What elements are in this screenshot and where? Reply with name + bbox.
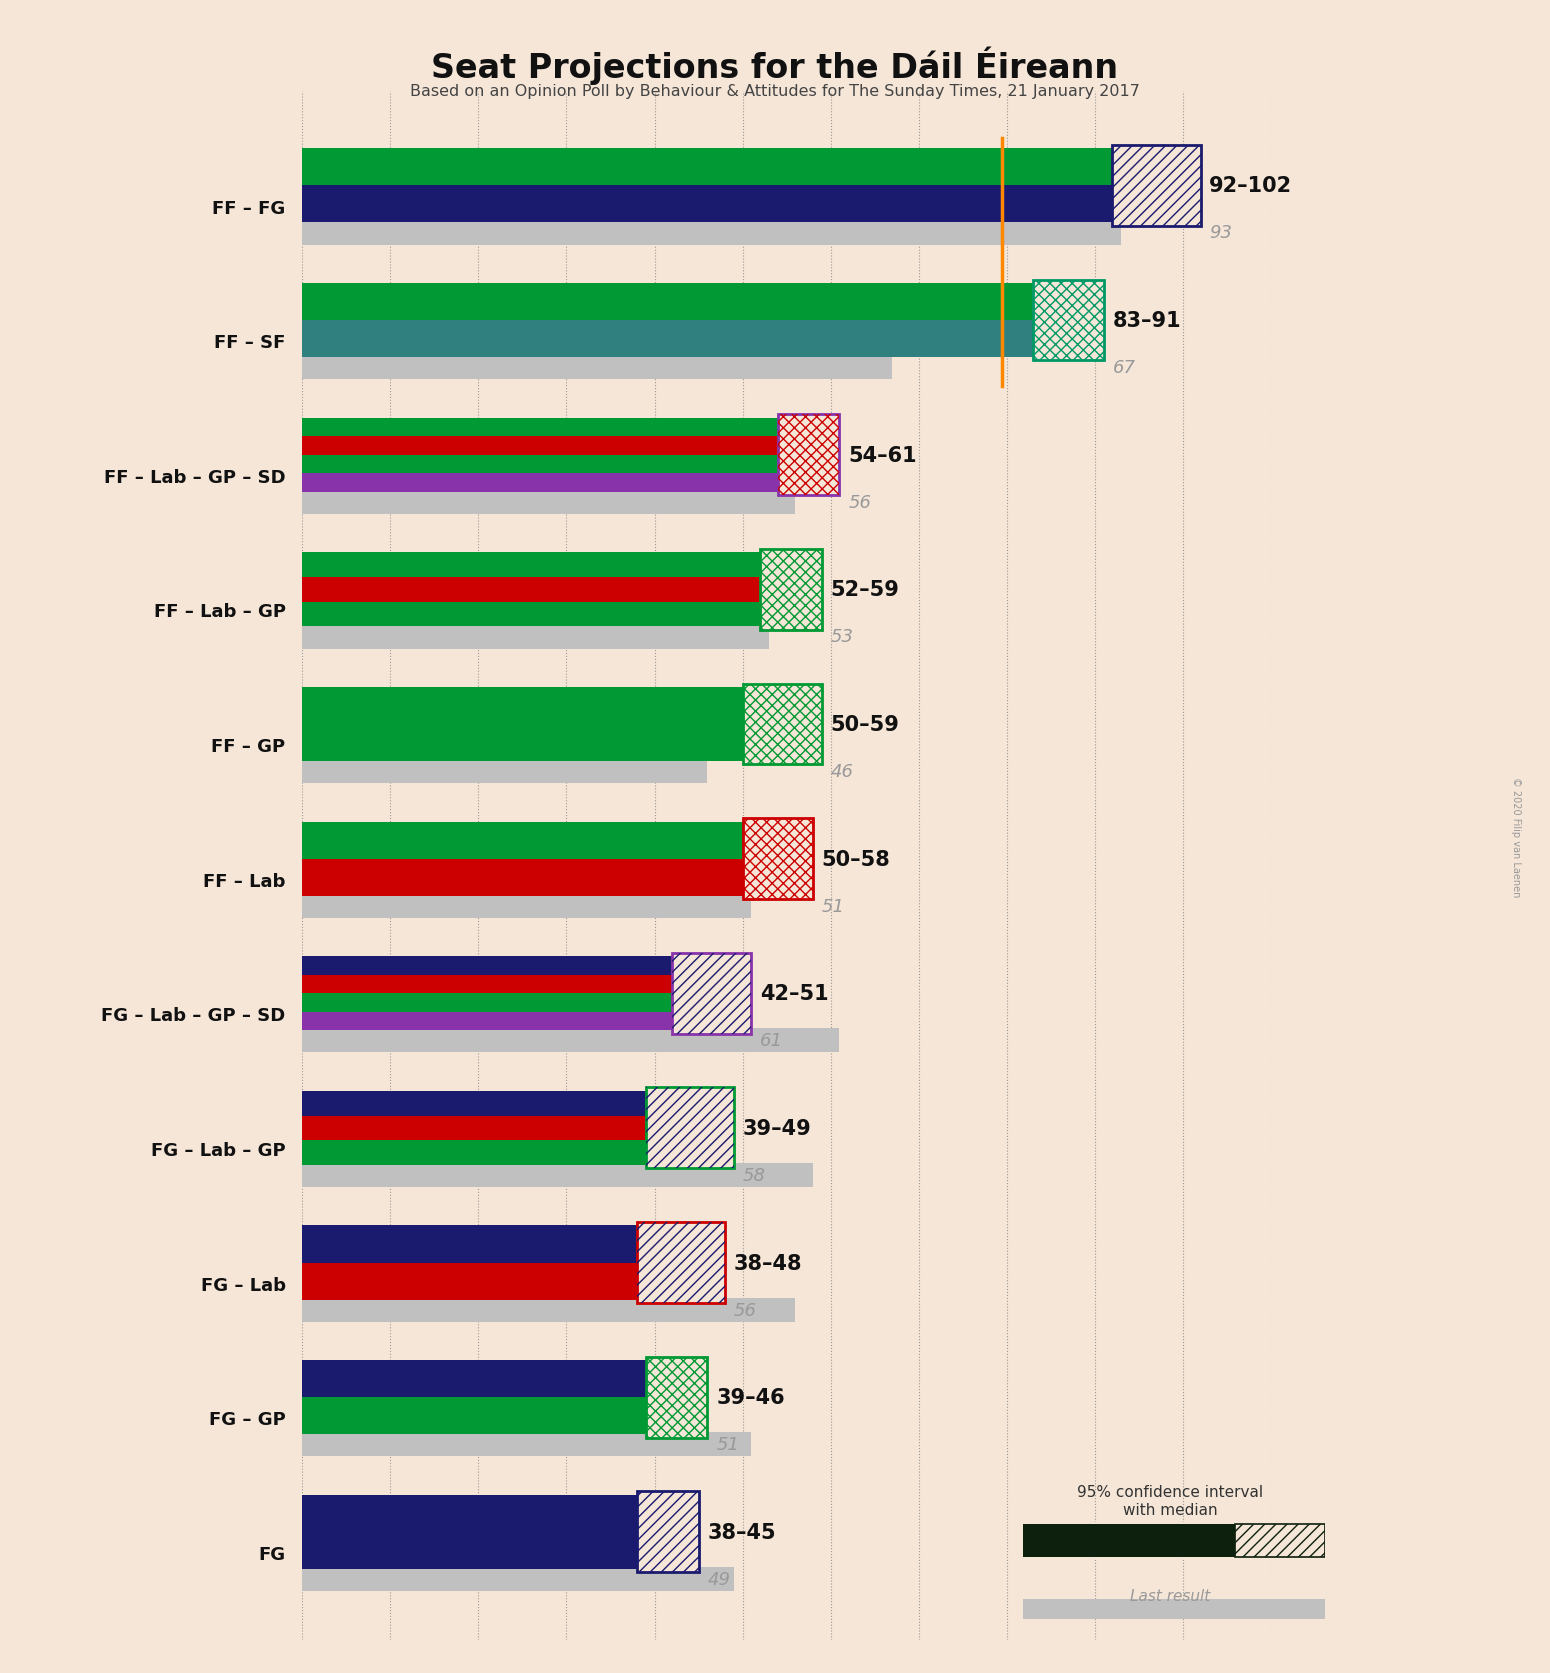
Bar xyxy=(302,1029,840,1052)
Text: 53: 53 xyxy=(831,627,854,646)
Bar xyxy=(302,1496,637,1569)
Bar xyxy=(778,415,840,495)
Bar xyxy=(302,760,707,783)
Bar xyxy=(742,818,814,900)
Bar xyxy=(637,1492,699,1573)
Bar xyxy=(302,221,1121,246)
Text: 50–59: 50–59 xyxy=(831,714,899,734)
Bar xyxy=(1034,281,1104,361)
Text: 95% confidence interval
with median: 95% confidence interval with median xyxy=(1077,1484,1263,1517)
Text: Last result: Last result xyxy=(1130,1589,1211,1603)
Text: 56: 56 xyxy=(733,1302,756,1318)
Bar xyxy=(637,1492,699,1573)
Text: 51: 51 xyxy=(822,897,845,915)
Bar xyxy=(302,626,769,649)
Bar xyxy=(302,284,1034,321)
Text: 56: 56 xyxy=(848,494,871,512)
Text: 39–49: 39–49 xyxy=(742,1118,811,1138)
Text: 50–58: 50–58 xyxy=(822,850,891,868)
Bar xyxy=(302,858,742,897)
Text: © 2020 Filip van Laenen: © 2020 Filip van Laenen xyxy=(1511,776,1521,897)
Bar xyxy=(742,684,822,765)
Bar xyxy=(302,356,893,380)
Bar xyxy=(1113,146,1201,226)
Text: 51: 51 xyxy=(716,1435,739,1454)
Bar xyxy=(302,1091,646,1116)
Text: 42–51: 42–51 xyxy=(760,984,829,1004)
Bar xyxy=(302,490,795,515)
Text: 38–45: 38–45 xyxy=(707,1522,777,1543)
Bar xyxy=(302,1226,637,1263)
Text: 67: 67 xyxy=(1113,360,1136,376)
Bar xyxy=(302,577,760,602)
Bar xyxy=(637,1223,725,1303)
Bar xyxy=(742,818,814,900)
Text: 46: 46 xyxy=(831,763,854,781)
Text: 92–102: 92–102 xyxy=(1209,176,1293,196)
Text: 49: 49 xyxy=(707,1569,730,1588)
Bar xyxy=(302,186,1113,223)
Bar xyxy=(302,437,778,455)
Bar xyxy=(302,688,742,724)
Bar xyxy=(646,1357,707,1437)
Bar xyxy=(302,1298,795,1322)
Bar xyxy=(742,684,822,765)
Bar xyxy=(302,1397,646,1434)
Bar xyxy=(302,149,1113,186)
Bar xyxy=(637,1223,725,1303)
Bar xyxy=(778,415,840,495)
Bar xyxy=(646,1357,707,1437)
Bar xyxy=(302,1263,637,1300)
Bar xyxy=(302,724,742,761)
Bar xyxy=(302,1360,646,1397)
Text: Seat Projections for the Dáil Éireann: Seat Projections for the Dáil Éireann xyxy=(431,47,1119,85)
Bar xyxy=(302,1116,646,1141)
Text: 39–46: 39–46 xyxy=(716,1387,784,1407)
Bar xyxy=(1023,1524,1234,1558)
Bar xyxy=(302,975,673,994)
Bar xyxy=(760,549,822,631)
Bar xyxy=(302,1568,733,1591)
Text: 54–61: 54–61 xyxy=(848,445,918,465)
Bar xyxy=(302,1141,646,1164)
Text: 61: 61 xyxy=(760,1032,783,1049)
Bar xyxy=(646,1087,733,1168)
Bar xyxy=(302,994,673,1012)
Bar xyxy=(302,957,673,975)
Bar xyxy=(673,954,752,1034)
Bar xyxy=(760,549,822,631)
Bar xyxy=(302,321,1034,358)
Bar xyxy=(302,1163,814,1188)
Bar xyxy=(1113,146,1201,226)
Bar xyxy=(1234,1524,1325,1558)
Bar xyxy=(302,893,752,918)
Text: Based on an Opinion Poll by Behaviour & Attitudes for The Sunday Times, 21 Janua: Based on an Opinion Poll by Behaviour & … xyxy=(411,84,1139,99)
Bar xyxy=(673,954,752,1034)
Bar xyxy=(302,473,778,492)
Text: 52–59: 52–59 xyxy=(831,581,899,601)
Text: 38–48: 38–48 xyxy=(733,1253,803,1273)
Bar xyxy=(1034,281,1104,361)
Bar xyxy=(302,1432,752,1457)
Text: 93: 93 xyxy=(1209,224,1232,243)
Text: 83–91: 83–91 xyxy=(1113,311,1181,331)
Bar xyxy=(302,455,778,473)
Text: 58: 58 xyxy=(742,1166,766,1184)
Bar xyxy=(302,821,742,858)
Bar xyxy=(302,552,760,577)
Bar xyxy=(302,1012,673,1031)
Bar xyxy=(302,418,778,437)
Bar xyxy=(302,602,760,627)
Bar xyxy=(646,1087,733,1168)
